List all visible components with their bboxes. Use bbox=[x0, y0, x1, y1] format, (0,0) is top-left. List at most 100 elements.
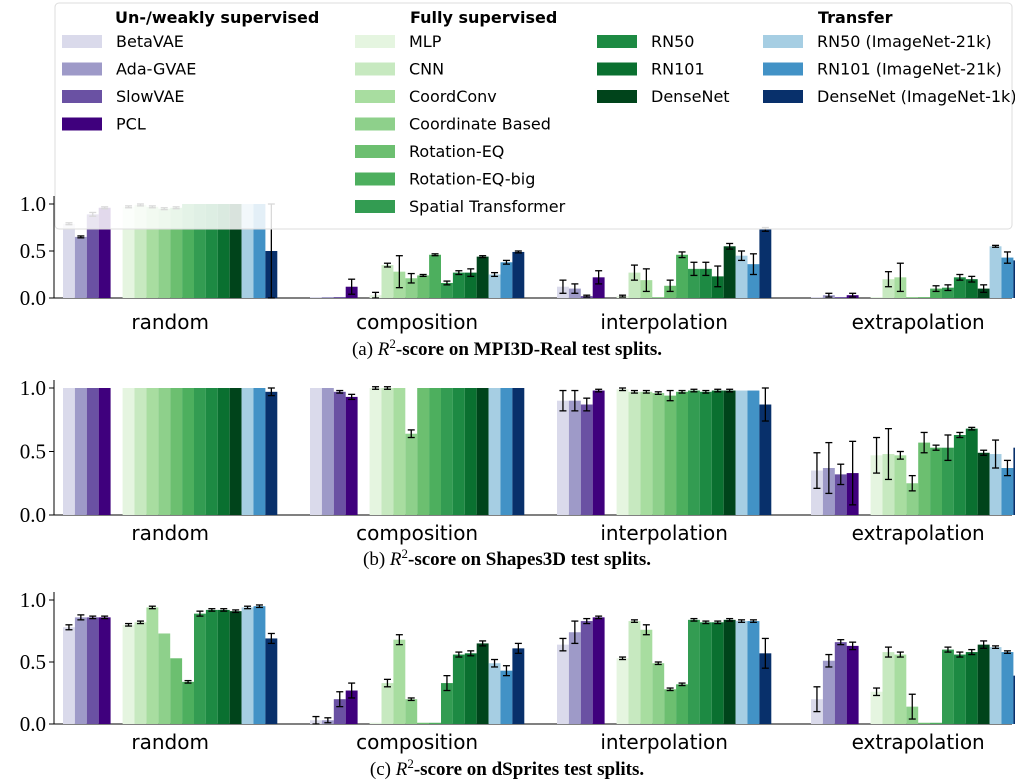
bar bbox=[688, 619, 700, 724]
bar bbox=[146, 607, 159, 724]
bar bbox=[882, 279, 895, 298]
bar bbox=[512, 388, 525, 515]
bar bbox=[652, 663, 665, 724]
bar bbox=[405, 433, 418, 515]
bar bbox=[134, 388, 147, 515]
bar bbox=[63, 627, 75, 724]
panel-caption: (a) R2-score on MPI3D-Real test splits. bbox=[352, 336, 662, 361]
bar bbox=[310, 388, 322, 515]
legend-swatch bbox=[355, 145, 395, 158]
bar bbox=[640, 391, 653, 515]
y-tick-label: 0.5 bbox=[20, 440, 46, 464]
bar bbox=[1013, 260, 1015, 298]
y-tick-label: 1.0 bbox=[20, 376, 46, 400]
legend-swatch bbox=[763, 35, 803, 48]
bar bbox=[253, 204, 266, 298]
bar bbox=[146, 206, 159, 298]
bar bbox=[452, 654, 465, 724]
bar bbox=[580, 621, 593, 724]
legend-swatch bbox=[597, 62, 637, 76]
y-tick-label: 0.0 bbox=[20, 712, 46, 736]
bar bbox=[723, 390, 736, 515]
bar bbox=[429, 388, 441, 515]
legend-swatch bbox=[355, 200, 395, 213]
bar bbox=[616, 389, 629, 515]
x-tick-label: extrapolation bbox=[852, 310, 985, 334]
bar bbox=[134, 204, 147, 298]
bar bbox=[488, 663, 501, 724]
bar bbox=[122, 624, 135, 724]
bar bbox=[488, 388, 501, 515]
bar bbox=[253, 606, 266, 724]
bar bbox=[930, 288, 942, 298]
legend-label: CNN bbox=[409, 60, 444, 79]
bar bbox=[711, 622, 724, 724]
bar bbox=[74, 617, 87, 724]
bar bbox=[310, 297, 322, 298]
legend-swatch bbox=[62, 117, 102, 131]
bar bbox=[122, 206, 135, 298]
bar bbox=[241, 388, 254, 515]
bar bbox=[592, 277, 605, 298]
bar bbox=[834, 297, 847, 298]
bar bbox=[321, 297, 334, 298]
bar bbox=[417, 275, 430, 298]
bar bbox=[182, 204, 194, 298]
bar bbox=[640, 629, 653, 724]
bar bbox=[676, 684, 688, 724]
bar bbox=[122, 388, 135, 515]
bar bbox=[464, 653, 477, 724]
bar bbox=[512, 648, 525, 724]
bar bbox=[333, 297, 346, 298]
legend-swatch bbox=[355, 117, 395, 131]
legend-label: DenseNet bbox=[651, 87, 730, 106]
bar bbox=[500, 262, 513, 298]
legend-swatch bbox=[355, 90, 395, 103]
bar bbox=[98, 207, 111, 298]
x-tick-label: extrapolation bbox=[852, 730, 985, 754]
bar bbox=[194, 613, 206, 724]
bar bbox=[381, 265, 394, 298]
bar bbox=[628, 391, 641, 515]
x-tick-label: interpolation bbox=[600, 730, 728, 754]
bar bbox=[568, 400, 581, 515]
bar bbox=[417, 388, 430, 515]
legend-swatch bbox=[62, 90, 102, 103]
bar bbox=[205, 388, 218, 515]
legend-swatch bbox=[355, 172, 395, 186]
bar bbox=[942, 287, 954, 298]
bar bbox=[170, 388, 183, 515]
panel-caption: (b) R2-score on Shapes3D test splits. bbox=[363, 546, 651, 571]
bar bbox=[321, 388, 334, 515]
bar bbox=[592, 390, 605, 515]
bar bbox=[930, 447, 942, 515]
bar bbox=[953, 277, 966, 298]
bar bbox=[747, 264, 760, 298]
bar bbox=[989, 246, 1002, 298]
legend-label: Spatial Transformer bbox=[409, 197, 566, 216]
legend-swatch bbox=[355, 35, 395, 48]
bar bbox=[345, 690, 358, 724]
y-tick-label: 0.0 bbox=[20, 286, 46, 310]
bar bbox=[429, 254, 441, 298]
bar bbox=[870, 455, 883, 515]
bar bbox=[170, 207, 183, 298]
legend-swatch bbox=[62, 35, 102, 48]
bar bbox=[217, 388, 230, 515]
bar bbox=[965, 428, 978, 515]
legend-label: MLP bbox=[409, 32, 442, 51]
legend-label: SlowVAE bbox=[116, 87, 184, 106]
legend-label: PCL bbox=[116, 115, 146, 134]
x-tick-label: composition bbox=[356, 310, 478, 334]
legend-group-title: Un-/weakly supervised bbox=[115, 8, 319, 27]
bar bbox=[63, 223, 75, 298]
legend-label: RN50 bbox=[651, 32, 694, 51]
bar bbox=[942, 649, 954, 724]
legend-label: RN101 bbox=[651, 60, 705, 79]
y-tick-label: 0.5 bbox=[20, 239, 46, 263]
bar bbox=[870, 297, 883, 298]
bar bbox=[977, 288, 990, 298]
bar bbox=[417, 722, 430, 724]
chart-panel: 0.0 0.5 1.0 random composition interpolation e… bbox=[20, 588, 1015, 780]
x-tick-label: interpolation bbox=[600, 521, 728, 545]
